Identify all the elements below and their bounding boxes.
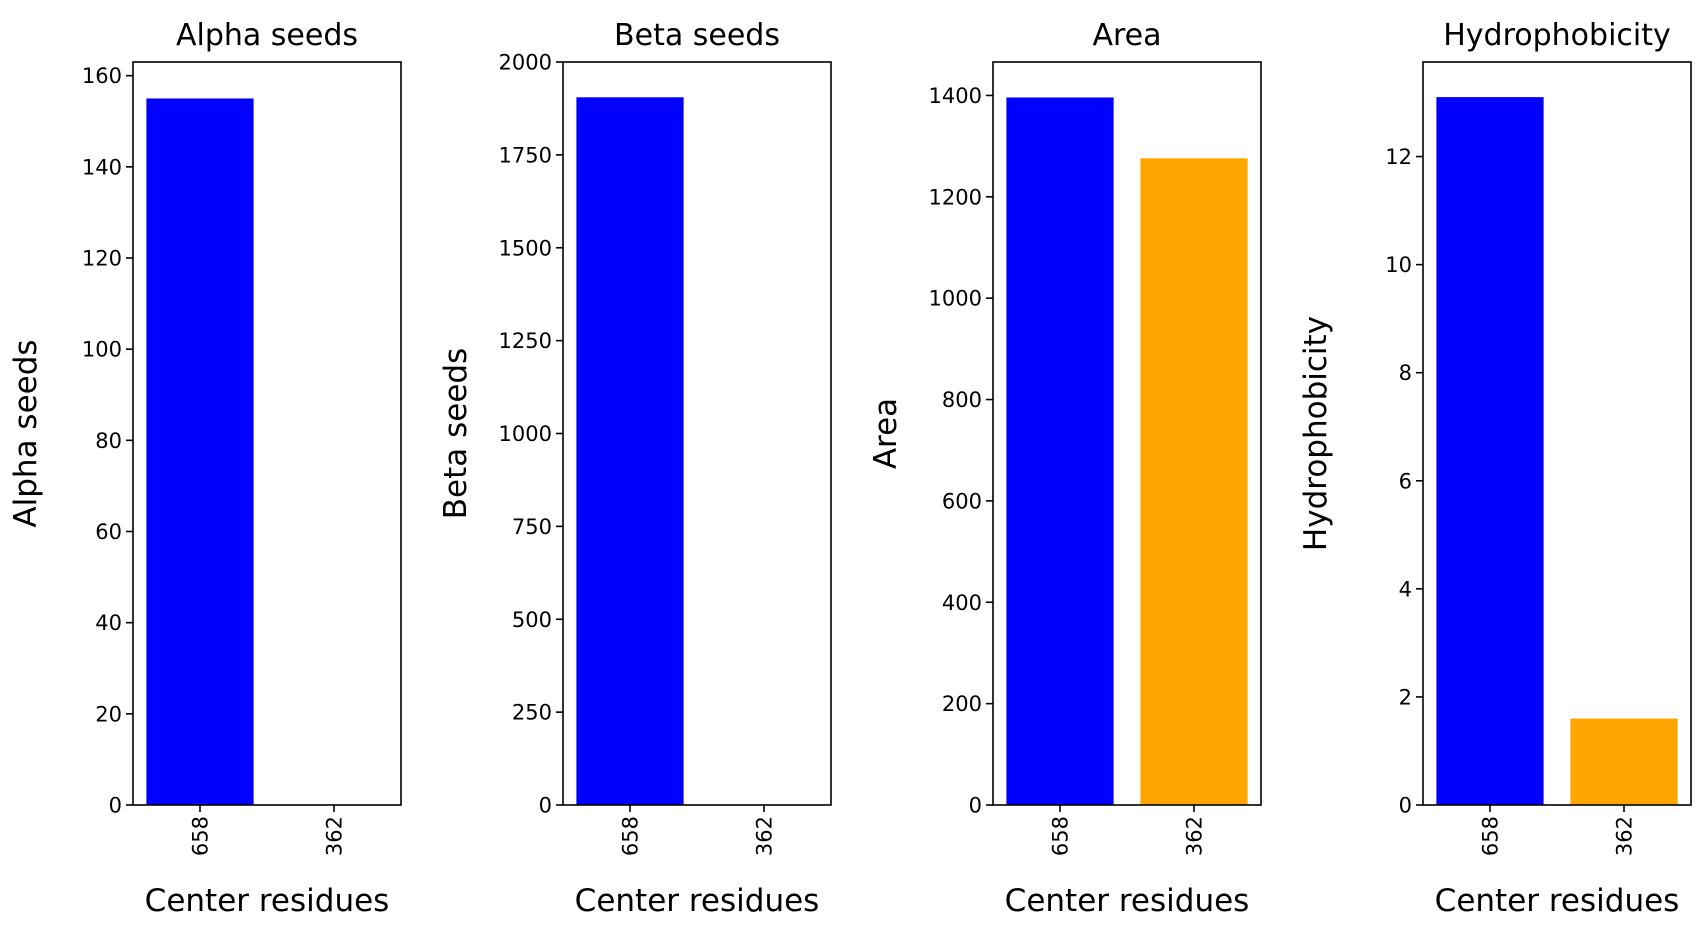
chart-2-ytick-label: 1500 [499,236,552,260]
chart-4-title: Hydrophobicity [1443,18,1671,53]
chart-3-ytick-label: 600 [942,489,982,513]
chart-2-ytick-label: 0 [539,794,552,818]
chart-4-bar-658 [1436,97,1544,806]
chart-3-bar-362 [1140,158,1248,806]
chart-4-axes-frame [1422,61,1692,806]
chart-4-ytick-label: 12 [1385,145,1412,169]
chart-4-ylabel: Hydrophobicity [1298,316,1334,551]
chart-2-ytick-label: 1000 [499,422,552,446]
chart-1-ytick-label: 80 [95,429,122,453]
chart-4-ytick-label: 8 [1399,361,1412,385]
chart-3-ylabel: Area [868,398,904,469]
chart-4-bar-362 [1570,718,1678,805]
chart-3-title: Area [1092,18,1161,53]
chart-1-xtick-label: 362 [323,816,347,856]
chart-1-ytick-label: 0 [109,794,122,818]
chart-1-ylabel: Alpha seeds [8,339,44,527]
chart-3-ytick-label: 800 [942,388,982,412]
chart-3-ytick-label: 1000 [929,287,982,311]
chart-4-ytick-label: 2 [1399,685,1412,709]
chart-1-ytick-label: 60 [95,520,122,544]
chart-1-xlabel: Center residues [145,883,390,919]
chart-1-axes-frame [132,61,402,806]
chart-2-ytick-label: 2000 [499,51,552,75]
chart-2-ytick-label: 500 [512,608,552,632]
chart-2-xlabel: Center residues [575,883,820,919]
chart-2-xtick-label: 658 [619,816,643,856]
chart-2-ytick-label: 1750 [499,143,552,167]
chart-4-ytick-label: 0 [1399,794,1412,818]
chart-4-ytick-label: 6 [1399,469,1412,493]
chart-4-ytick-label: 10 [1385,253,1412,277]
chart-3-ytick-label: 400 [942,591,982,615]
chart-3-ytick-label: 1400 [929,84,982,108]
chart-1-ytick-label: 20 [95,702,122,726]
chart-2-xtick-label: 362 [753,816,777,856]
chart-2-ytick-label: 750 [512,515,552,539]
chart-3-axes-frame [992,61,1262,806]
chart-3-xtick-label: 658 [1049,816,1073,856]
chart-2-ytick-label: 1250 [499,329,552,353]
chart-1-ytick-label: 100 [82,338,122,362]
chart-4-ytick-label: 4 [1399,577,1412,601]
chart-3-xlabel: Center residues [1005,883,1250,919]
chart-4-xtick-label: 658 [1479,816,1503,856]
chart-3-bar-658 [1006,97,1114,806]
chart-1-ytick-label: 120 [82,247,122,271]
chart-3-ytick-label: 1200 [929,185,982,209]
chart-1-ytick-label: 140 [82,155,122,179]
chart-4-xlabel: Center residues [1435,883,1680,919]
chart-1-title: Alpha seeds [176,18,358,53]
chart-2-title: Beta seeds [614,18,780,53]
chart-1-bar-658 [146,98,254,806]
chart-2-ylabel: Beta seeds [438,348,474,519]
chart-1-ytick-label: 160 [82,64,122,88]
chart-3-ytick-label: 200 [942,692,982,716]
chart-1-ytick-label: 40 [95,611,122,635]
chart-3-xtick-label: 362 [1183,816,1207,856]
chart-2-bar-658 [576,97,684,806]
chart-2-ytick-label: 250 [512,701,552,725]
chart-4-xtick-label: 362 [1613,816,1637,856]
chart-1-xtick-label: 658 [189,816,213,856]
chart-3-ytick-label: 0 [969,794,982,818]
